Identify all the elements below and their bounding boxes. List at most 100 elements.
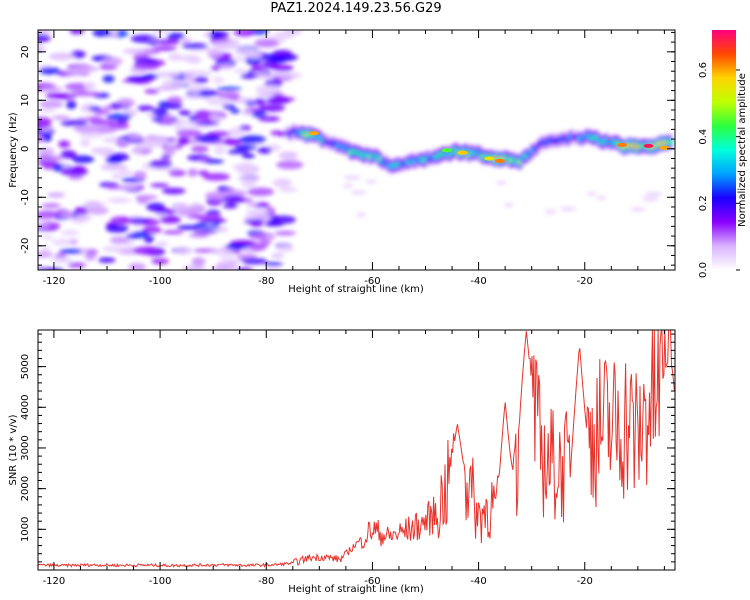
faint-blob — [343, 175, 361, 180]
noise-blob — [128, 263, 146, 270]
noise-blob — [270, 56, 295, 62]
noise-blob — [105, 224, 129, 233]
noise-blob — [67, 262, 87, 268]
noise-blob — [216, 86, 242, 91]
noise-blob — [194, 76, 209, 84]
snr-panel: -120 -100 -80 -60 -40 -20 1000 2000 3000 4000 500… — [8, 329, 676, 595]
noise-blob — [228, 95, 239, 101]
snr-frame — [37, 329, 676, 571]
noise-blob — [132, 231, 150, 238]
noise-blob — [253, 97, 266, 106]
noise-blob — [153, 39, 181, 45]
noise-blob — [210, 65, 221, 71]
noise-blob — [212, 40, 241, 50]
noise-blob — [111, 173, 122, 179]
snr-xlabel: Height of straight line (km) — [288, 584, 424, 595]
hot-spot — [457, 150, 468, 155]
noise-blob — [182, 265, 206, 270]
noise-blob — [162, 230, 185, 235]
noise-blob — [132, 63, 160, 70]
noise-blob — [144, 89, 160, 94]
noise-blob — [274, 72, 303, 79]
noise-blob — [194, 121, 220, 126]
noise-blob — [272, 178, 292, 188]
noise-blob — [187, 168, 198, 177]
noise-blob — [258, 104, 286, 112]
noise-blob — [265, 235, 276, 241]
noise-blob — [205, 191, 227, 200]
snr-y-tick-label: 2000 — [20, 476, 31, 501]
noise-blob — [98, 257, 116, 263]
noise-blob — [151, 258, 169, 265]
noise-blob — [264, 221, 284, 227]
noise-blob — [148, 160, 173, 168]
noise-blob — [60, 167, 89, 177]
colorbar-tick-label: 0.6 — [698, 62, 709, 78]
noise-blob — [217, 62, 235, 69]
noise-blob — [278, 187, 298, 192]
noise-blob — [245, 100, 257, 106]
noise-blob — [59, 211, 75, 219]
colorbar-tick-label: 0.4 — [698, 129, 709, 145]
noise-blob — [40, 86, 64, 92]
noise-blob — [243, 218, 266, 225]
noise-blob — [69, 30, 85, 35]
noise-blob — [161, 115, 175, 124]
noise-blob — [71, 155, 95, 164]
noise-blob — [161, 79, 187, 88]
noise-blob — [39, 67, 61, 75]
spectrogram-x-tick-label: -40 — [470, 276, 486, 287]
noise-blob — [46, 192, 66, 198]
noise-blob — [202, 172, 231, 181]
noise-blob — [109, 102, 122, 110]
spectrogram-y-tick-label: 10 — [20, 94, 31, 107]
noise-blob — [276, 244, 294, 253]
noise-blob — [38, 147, 55, 156]
noise-blob — [54, 253, 67, 259]
noise-blob — [96, 109, 110, 115]
snr-x-axis: -120 -100 -80 -60 -40 -20 — [43, 330, 665, 587]
noise-blob — [249, 242, 267, 251]
noise-blob — [74, 125, 101, 133]
noise-blob — [263, 262, 283, 267]
noise-blob — [132, 246, 161, 255]
noise-blob — [212, 76, 225, 84]
noise-blob — [60, 150, 77, 159]
noise-blob — [75, 213, 92, 222]
colorbar-label: Normalized spectral amplitude — [737, 73, 748, 227]
noise-blob — [38, 45, 45, 53]
noise-blob — [176, 207, 198, 217]
noise-blob — [63, 70, 90, 76]
noise-blob — [247, 187, 275, 197]
spectrogram-x-axis: -120 -100 -80 -60 -40 -20 — [43, 30, 665, 287]
spectrogram-heatmap — [38, 30, 673, 270]
noise-blob — [142, 226, 162, 234]
noise-blob — [190, 145, 209, 153]
noise-blob — [238, 135, 266, 144]
noise-blob — [135, 142, 155, 150]
noise-blob — [130, 149, 143, 154]
snr-x-tick-label: -120 — [43, 576, 66, 587]
noise-blob — [183, 70, 196, 80]
spectrogram-y-tick-label: 0 — [20, 146, 31, 152]
noise-blob — [154, 71, 182, 78]
noise-blob — [245, 57, 262, 65]
hot-spot — [659, 145, 670, 150]
noise-blob — [228, 127, 245, 136]
noise-blob — [176, 224, 200, 231]
noise-blob — [232, 163, 258, 171]
noise-blob — [271, 252, 285, 259]
noise-blob — [102, 75, 115, 83]
noise-blob — [255, 85, 282, 94]
noise-blob — [245, 51, 262, 59]
noise-blob — [137, 105, 155, 112]
noise-blob — [51, 257, 74, 264]
noise-blob — [265, 35, 292, 40]
noise-blob — [176, 129, 202, 138]
noise-blob — [181, 43, 208, 50]
noise-blob — [39, 100, 64, 108]
noise-blob — [234, 144, 257, 151]
noise-blob — [88, 106, 102, 111]
noise-blob — [206, 48, 223, 58]
noise-blob — [38, 223, 50, 229]
